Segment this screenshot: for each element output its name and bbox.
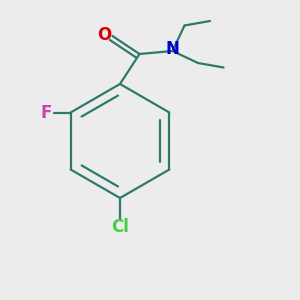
Text: F: F <box>40 103 51 122</box>
Text: N: N <box>166 40 179 58</box>
Text: Cl: Cl <box>111 218 129 236</box>
Text: O: O <box>97 26 111 44</box>
